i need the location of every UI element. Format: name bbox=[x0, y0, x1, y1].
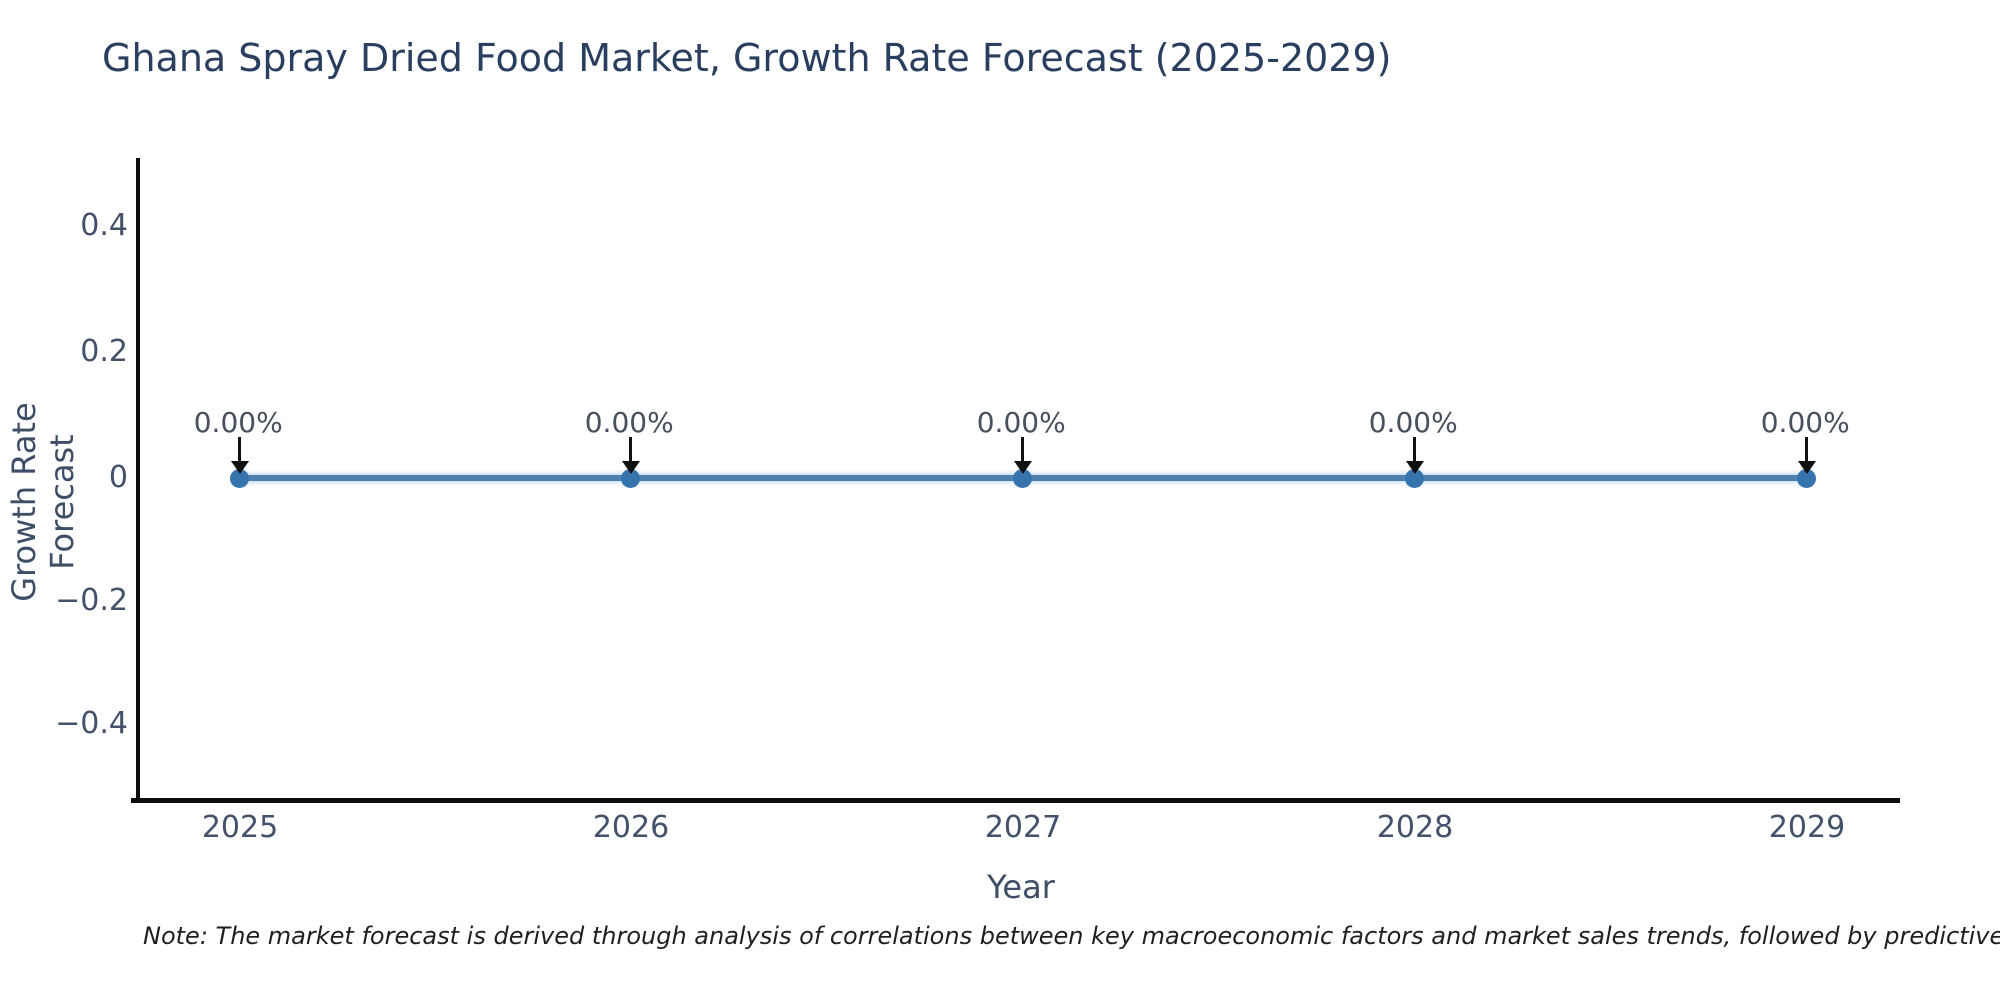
annotation-arrowhead-icon bbox=[231, 461, 249, 474]
annotation-label: 0.00% bbox=[976, 406, 1066, 439]
annotation-arrowhead-icon bbox=[1014, 461, 1032, 474]
x-tick-label: 2026 bbox=[592, 810, 670, 845]
annotation-label: 0.00% bbox=[1368, 406, 1458, 439]
y-tick-label: 0.2 bbox=[80, 334, 128, 369]
annotation-arrow-stem bbox=[1413, 437, 1416, 464]
annotation-label: 0.00% bbox=[584, 406, 674, 439]
x-tick-label: 2028 bbox=[1376, 810, 1454, 845]
y-tick-label: 0.4 bbox=[80, 208, 128, 243]
annotation-arrowhead-icon bbox=[1798, 461, 1816, 474]
x-tick-label: 2027 bbox=[984, 810, 1062, 845]
annotation-label: 0.00% bbox=[1760, 406, 1850, 439]
chart-title: Ghana Spray Dried Food Market, Growth Ra… bbox=[102, 36, 1392, 80]
y-tick-label: −0.4 bbox=[55, 706, 128, 741]
x-axis-title: Year bbox=[987, 868, 1055, 906]
annotation-arrow-stem bbox=[238, 437, 241, 464]
annotation-arrow-stem bbox=[1021, 437, 1024, 464]
annotation-arrowhead-icon bbox=[622, 461, 640, 474]
annotation-label: 0.00% bbox=[193, 406, 283, 439]
x-axis-line bbox=[131, 798, 1900, 803]
y-axis-line bbox=[136, 158, 140, 803]
annotation-arrow-stem bbox=[1805, 437, 1808, 464]
x-tick-label: 2025 bbox=[201, 810, 279, 845]
footnote: Note: The market forecast is derived thr… bbox=[143, 922, 2000, 950]
y-tick-label: −0.2 bbox=[55, 583, 128, 618]
annotation-arrowhead-icon bbox=[1406, 461, 1424, 474]
annotation-arrow-stem bbox=[629, 437, 632, 464]
y-tick-label: 0 bbox=[108, 460, 128, 495]
x-tick-label: 2029 bbox=[1768, 810, 1846, 845]
